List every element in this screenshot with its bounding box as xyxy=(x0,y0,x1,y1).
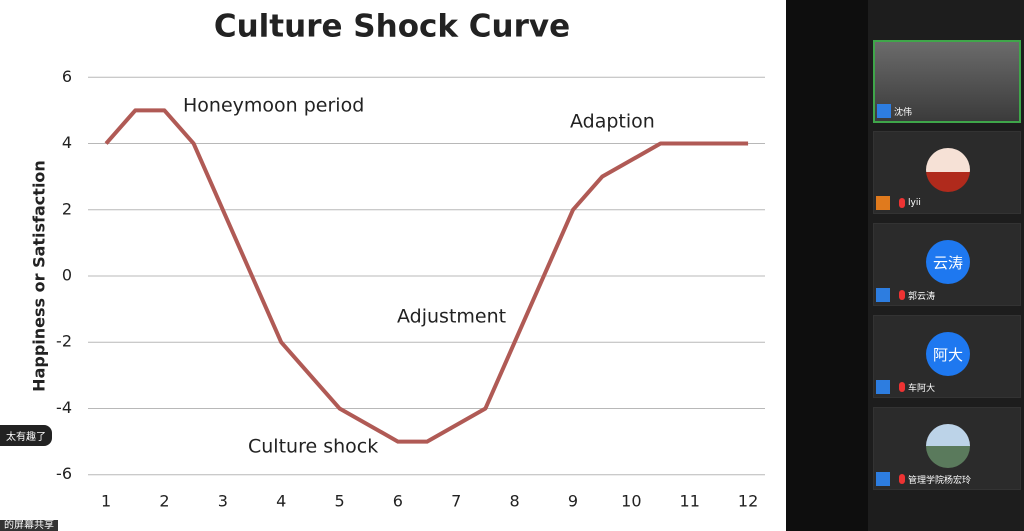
x-tick-label: 1 xyxy=(101,492,111,511)
splitter xyxy=(786,0,868,531)
chart-title: Culture Shock Curve xyxy=(214,9,570,45)
x-tick-label: 11 xyxy=(680,492,700,511)
participant-tile[interactable]: lyii xyxy=(873,131,1021,214)
x-tick-label: 12 xyxy=(738,492,758,511)
y-tick-label: 6 xyxy=(62,67,72,86)
y-tick-label: 2 xyxy=(62,199,72,218)
avatar: 阿大 xyxy=(926,332,970,376)
x-tick-label: 2 xyxy=(159,492,169,511)
annotation: Adjustment xyxy=(397,306,506,328)
annotation: Honeymoon period xyxy=(183,95,364,117)
chat-bubble: 太有趣了 xyxy=(0,425,52,446)
y-tick-label: -4 xyxy=(56,398,72,417)
y-tick-label: -6 xyxy=(56,464,72,483)
x-tick-label: 10 xyxy=(621,492,641,511)
y-tick-label: 0 xyxy=(62,266,72,285)
avatar: 云涛 xyxy=(926,240,970,284)
participant-tile[interactable]: 云涛郭云涛 xyxy=(873,223,1021,306)
data-line xyxy=(104,108,749,444)
y-tick-label: 4 xyxy=(62,133,72,152)
x-tick-label: 5 xyxy=(334,492,344,511)
share-label: 的屏幕共享 xyxy=(0,520,58,531)
y-axis-label: Happiness or Satisfaction xyxy=(30,160,49,392)
x-tick-label: 6 xyxy=(393,492,403,511)
participant-tile[interactable]: 管理学院杨宏玲 xyxy=(873,407,1021,490)
shared-slide: Culture Shock Curve Happiness or Satisfa… xyxy=(0,0,786,531)
annotation: Adaption xyxy=(570,111,655,133)
participant-name: 管理学院杨宏玲 xyxy=(908,475,972,486)
x-tick-label: 9 xyxy=(568,492,578,511)
participant-tile[interactable]: 阿大车阿大 xyxy=(873,315,1021,398)
x-tick-label: 4 xyxy=(276,492,286,511)
participant-name: 沈伟 xyxy=(894,107,913,118)
y-tick-label: -2 xyxy=(56,332,72,351)
annotation: Culture shock xyxy=(248,436,378,458)
participant-name: lyii xyxy=(908,198,921,208)
participant-tile[interactable]: 沈伟 xyxy=(873,40,1021,123)
participant-name: 车阿大 xyxy=(908,383,936,394)
slide-bg xyxy=(0,0,786,531)
x-tick-label: 7 xyxy=(451,492,461,511)
x-tick-label: 8 xyxy=(510,492,520,511)
participant-name: 郭云涛 xyxy=(908,291,936,302)
x-tick-label: 3 xyxy=(218,492,228,511)
